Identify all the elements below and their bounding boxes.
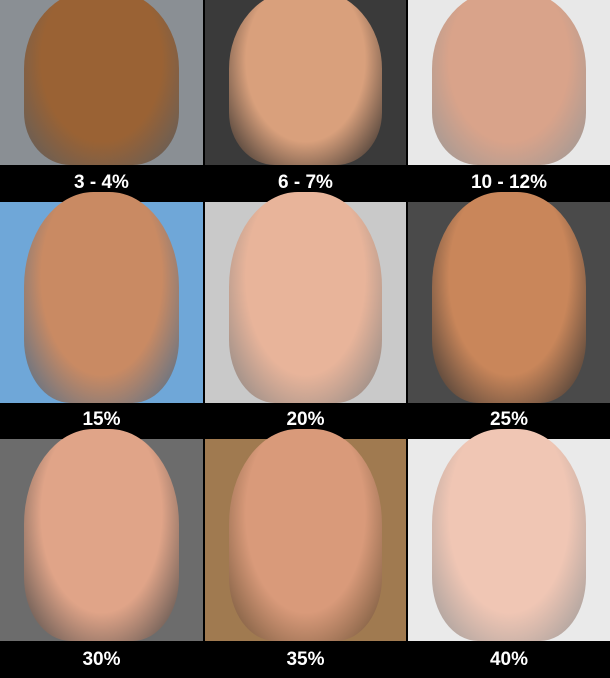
torso-photo	[205, 192, 406, 403]
torso-photo	[408, 429, 610, 641]
torso-shape	[432, 192, 586, 403]
body-fat-label: 35%	[205, 641, 406, 678]
torso-shape	[229, 429, 382, 641]
torso-shape	[432, 429, 586, 641]
body-fat-label: 30%	[0, 641, 203, 678]
torso-shape	[229, 0, 382, 165]
torso-photo	[205, 429, 406, 641]
grid-cell: 6 - 7%	[205, 0, 406, 200]
torso-photo	[408, 192, 610, 403]
torso-photo	[205, 0, 406, 165]
torso-shape	[24, 0, 179, 165]
torso-photo	[0, 429, 203, 641]
torso-photo	[0, 192, 203, 403]
grid-cell: 20%	[205, 192, 406, 437]
grid-cell: 35%	[205, 429, 406, 678]
torso-photo	[408, 0, 610, 165]
torso-shape	[432, 0, 586, 165]
grid-cell: 25%	[408, 192, 610, 437]
torso-shape	[24, 429, 179, 641]
torso-shape	[24, 192, 179, 403]
grid-cell: 3 - 4%	[0, 0, 203, 200]
grid-cell: 10 - 12%	[408, 0, 610, 200]
body-fat-label: 40%	[408, 641, 610, 678]
grid-cell: 40%	[408, 429, 610, 678]
torso-photo	[0, 0, 203, 165]
grid-cell: 15%	[0, 192, 203, 437]
torso-shape	[229, 192, 382, 403]
grid-cell: 30%	[0, 429, 203, 678]
